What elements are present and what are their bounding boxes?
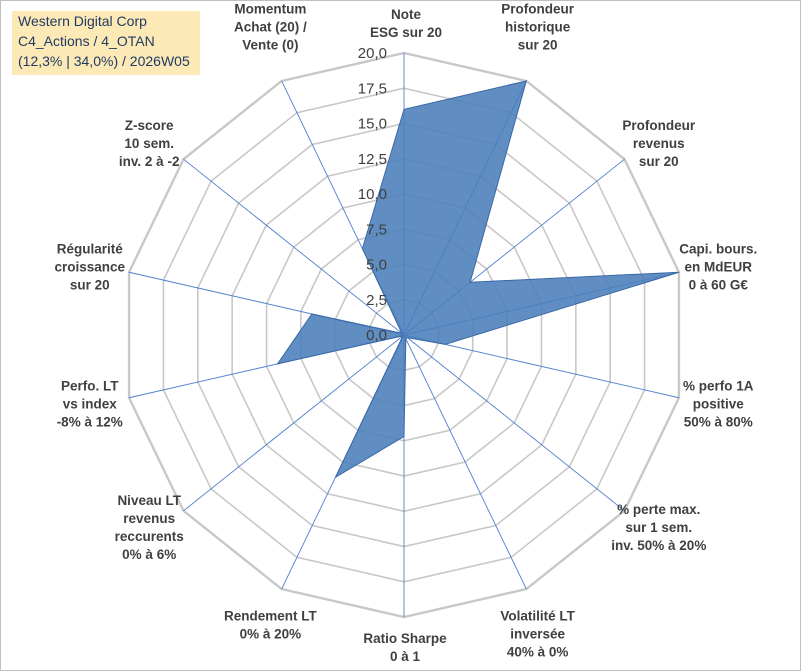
axis-label-line: sur 1 sem.: [625, 520, 692, 535]
axis-label-line: Régularité: [57, 241, 124, 256]
axis-label-line: Capi. bours.: [679, 241, 757, 256]
axis-label: Ratio Sharpe 0 à 1: [363, 631, 447, 664]
axis-label: Momentum Achat (20) / Vente (0): [234, 2, 307, 53]
axis-label: Perfo. LT vs index -8% à 12%: [57, 379, 123, 430]
axis-label-line: inv. 2 à -2: [119, 154, 180, 169]
tick-label: 20,0: [358, 45, 387, 62]
axis-label: Régularité croissance sur 20: [54, 241, 125, 292]
axis-spoke: [183, 158, 405, 336]
axis-label-line: positive: [693, 397, 745, 412]
axis-label-line: Vente (0): [242, 38, 298, 53]
axis-label: Rendement LT 0% à 20%: [224, 608, 318, 641]
axis-label-line: inversée: [510, 626, 565, 641]
axis-label-line: 0 à 1: [390, 649, 421, 664]
axis-label-line: ESG sur 20: [370, 25, 442, 40]
axis-label-line: sur 20: [639, 154, 679, 169]
axis-label-line: 40% à 0%: [507, 644, 569, 659]
axis-label-line: 50% à 80%: [684, 415, 753, 430]
axis-spoke: [183, 334, 405, 512]
axis-label: Profondeur revenus sur 20: [622, 118, 695, 169]
axis-label-line: -8% à 12%: [57, 415, 123, 430]
axis-label-line: Profondeur: [501, 2, 574, 17]
axis-label: % perfo 1A positive 50% à 80%: [683, 379, 754, 430]
tick-label: 15,0: [358, 116, 387, 133]
axis-label-line: sur 20: [70, 277, 110, 292]
axis-label: Niveau LT revenus reccurents 0% à 6%: [115, 493, 184, 562]
axis-label-line: revenus: [123, 511, 175, 526]
tick-label: 2,5: [366, 292, 387, 309]
axis-label: Volatilité LT inversée 40% à 0%: [500, 608, 575, 659]
axis-label-line: Z-score: [125, 118, 174, 133]
axis-label-line: revenus: [633, 136, 685, 151]
tick-label: 12,5: [358, 151, 387, 168]
axis-label-line: % perfo 1A: [683, 379, 754, 394]
axis-spoke: [403, 334, 680, 399]
axis-labels: Note ESG sur 20 Profondeur historique sur 20…: [54, 2, 757, 664]
axis-spoke: [403, 334, 625, 512]
axis-label: Profondeur historique sur 20: [501, 2, 574, 53]
axis-label-line: Volatilité LT: [500, 608, 575, 623]
axis-label-line: Niveau LT: [117, 493, 181, 508]
axis-label-line: Profondeur: [622, 118, 695, 133]
axis-label-line: Note: [391, 7, 421, 22]
tick-label: 7,5: [366, 221, 387, 238]
axis-label: % perte max. sur 1 sem. inv. 50% à 20%: [611, 502, 706, 553]
axis-label-line: Rendement LT: [224, 608, 318, 623]
data-series: [276, 80, 680, 479]
tick-label: 10,0: [358, 186, 387, 203]
axis-label-line: historique: [505, 20, 571, 35]
tick-label: 17,5: [358, 80, 387, 97]
axis-label-line: 10 sem.: [124, 136, 174, 151]
axis-label-line: 0% à 6%: [122, 547, 176, 562]
title-line-stats: (12,3% | 34,0%) / 2026W05: [18, 53, 190, 69]
data-area: [276, 80, 680, 479]
axis-label-line: croissance: [54, 259, 125, 274]
title-box: Western Digital Corp C4_Actions / 4_OTAN…: [12, 11, 200, 75]
axis-label: Note ESG sur 20: [370, 7, 442, 40]
axis-label-line: 0 à 60 G€: [689, 277, 749, 292]
axis-label-line: en MdEUR: [685, 259, 753, 274]
title-line-category: C4_Actions / 4_OTAN: [18, 33, 155, 49]
axis-label-line: reccurents: [115, 529, 184, 544]
tick-label: 0,0: [366, 327, 387, 344]
axis-spoke: [403, 334, 527, 590]
tick-label: 5,0: [366, 257, 387, 274]
axis-label-line: sur 20: [518, 38, 558, 53]
axis-label-line: % perte max.: [617, 502, 700, 517]
axis-label-line: Momentum: [234, 2, 306, 17]
axis-label-line: inv. 50% à 20%: [611, 538, 706, 553]
title-line-company: Western Digital Corp: [18, 13, 147, 29]
axis-label-line: vs index: [63, 397, 118, 412]
axis-label-line: Perfo. LT: [61, 379, 119, 394]
axis-label-line: 0% à 20%: [240, 626, 302, 641]
axis-label: Capi. bours. en MdEUR 0 à 60 G€: [679, 241, 757, 292]
axis-label-line: Achat (20) /: [234, 20, 307, 35]
axis-label-line: Ratio Sharpe: [363, 631, 447, 646]
axis-label: Z-score 10 sem. inv. 2 à -2: [119, 118, 180, 169]
tick-labels: 0,0 2,5 5,0 7,5 10,0 12,5 15,0 17,5 20,0: [358, 45, 387, 344]
